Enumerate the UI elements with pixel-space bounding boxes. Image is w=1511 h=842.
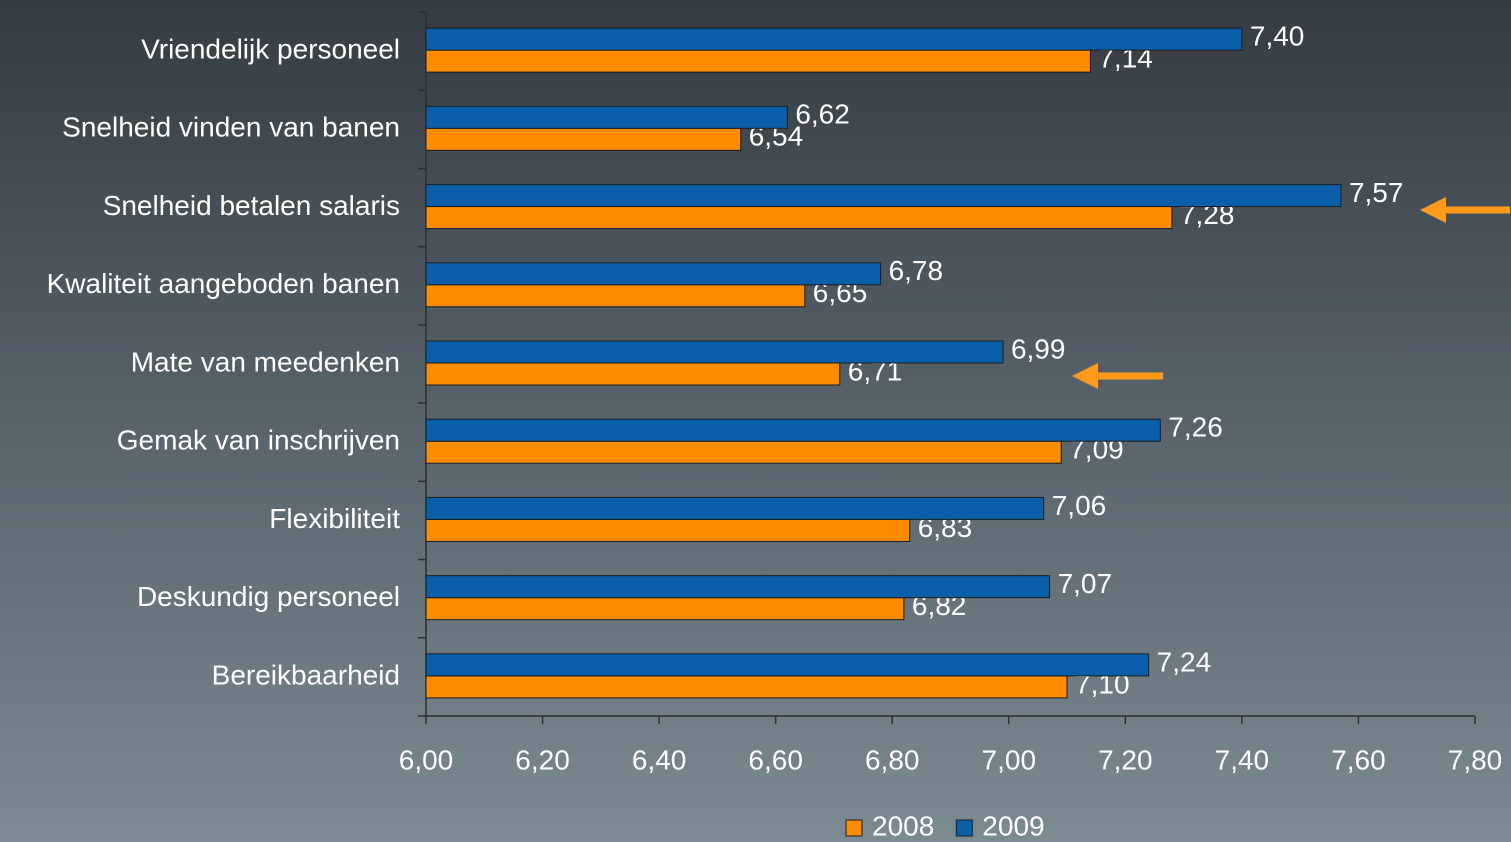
value-label: 7,06 — [1052, 490, 1107, 521]
bar — [425, 518, 911, 542]
y-tick-label: Kwaliteit aangeboden banen — [47, 268, 400, 299]
legend-label: 2008 — [872, 810, 934, 841]
bar — [425, 496, 1045, 520]
value-label: 7,40 — [1250, 21, 1305, 52]
value-label: 6,78 — [889, 255, 944, 286]
y-tick-label: Snelheid vinden van banen — [62, 112, 400, 143]
bar — [425, 653, 1150, 677]
x-tick-label: 7,40 — [1215, 744, 1270, 775]
value-label: 6,99 — [1011, 333, 1065, 364]
bar — [425, 206, 1173, 230]
bar — [425, 418, 1161, 442]
x-tick-label: 7,00 — [982, 744, 1037, 775]
y-tick-label: Snelheid betalen salaris — [103, 190, 400, 221]
bar — [425, 49, 1091, 73]
arrow — [1420, 197, 1510, 223]
value-label: 6,62 — [795, 99, 850, 130]
bar — [425, 597, 905, 621]
value-label: 7,24 — [1157, 646, 1212, 677]
x-tick-label: 6,00 — [399, 744, 454, 775]
y-tick-label: Mate van meedenken — [131, 346, 400, 377]
bar — [425, 575, 1051, 599]
x-tick-label: 6,80 — [865, 744, 920, 775]
y-tick-label: Flexibiliteit — [269, 503, 400, 534]
legend-swatch — [955, 819, 973, 837]
bar — [425, 440, 1062, 464]
bar — [425, 340, 1004, 364]
arrow — [1072, 363, 1163, 389]
y-tick-label: Gemak van inschrijven — [117, 425, 400, 456]
x-tick-label: 6,40 — [632, 744, 687, 775]
bar — [425, 27, 1243, 51]
value-label: 7,26 — [1168, 412, 1223, 443]
bar — [425, 262, 882, 286]
x-tick-label: 7,80 — [1448, 744, 1503, 775]
value-label: 7,57 — [1349, 177, 1404, 208]
bar — [425, 105, 788, 129]
value-label: 7,07 — [1058, 568, 1113, 599]
bar — [425, 127, 742, 151]
x-tick-label: 7,60 — [1331, 744, 1386, 775]
x-tick-label: 6,60 — [748, 744, 803, 775]
x-tick-label: 6,20 — [515, 744, 570, 775]
x-tick-label: 7,20 — [1098, 744, 1153, 775]
y-tick-label: Deskundig personeel — [137, 581, 400, 612]
legend-label: 2009 — [982, 810, 1044, 841]
bar — [425, 675, 1068, 699]
legend-swatch — [845, 819, 863, 837]
y-tick-label: Bereikbaarheid — [212, 659, 400, 690]
bar — [425, 284, 806, 308]
y-tick-label: Vriendelijk personeel — [141, 34, 400, 65]
bar — [425, 184, 1342, 208]
bar — [425, 362, 841, 386]
